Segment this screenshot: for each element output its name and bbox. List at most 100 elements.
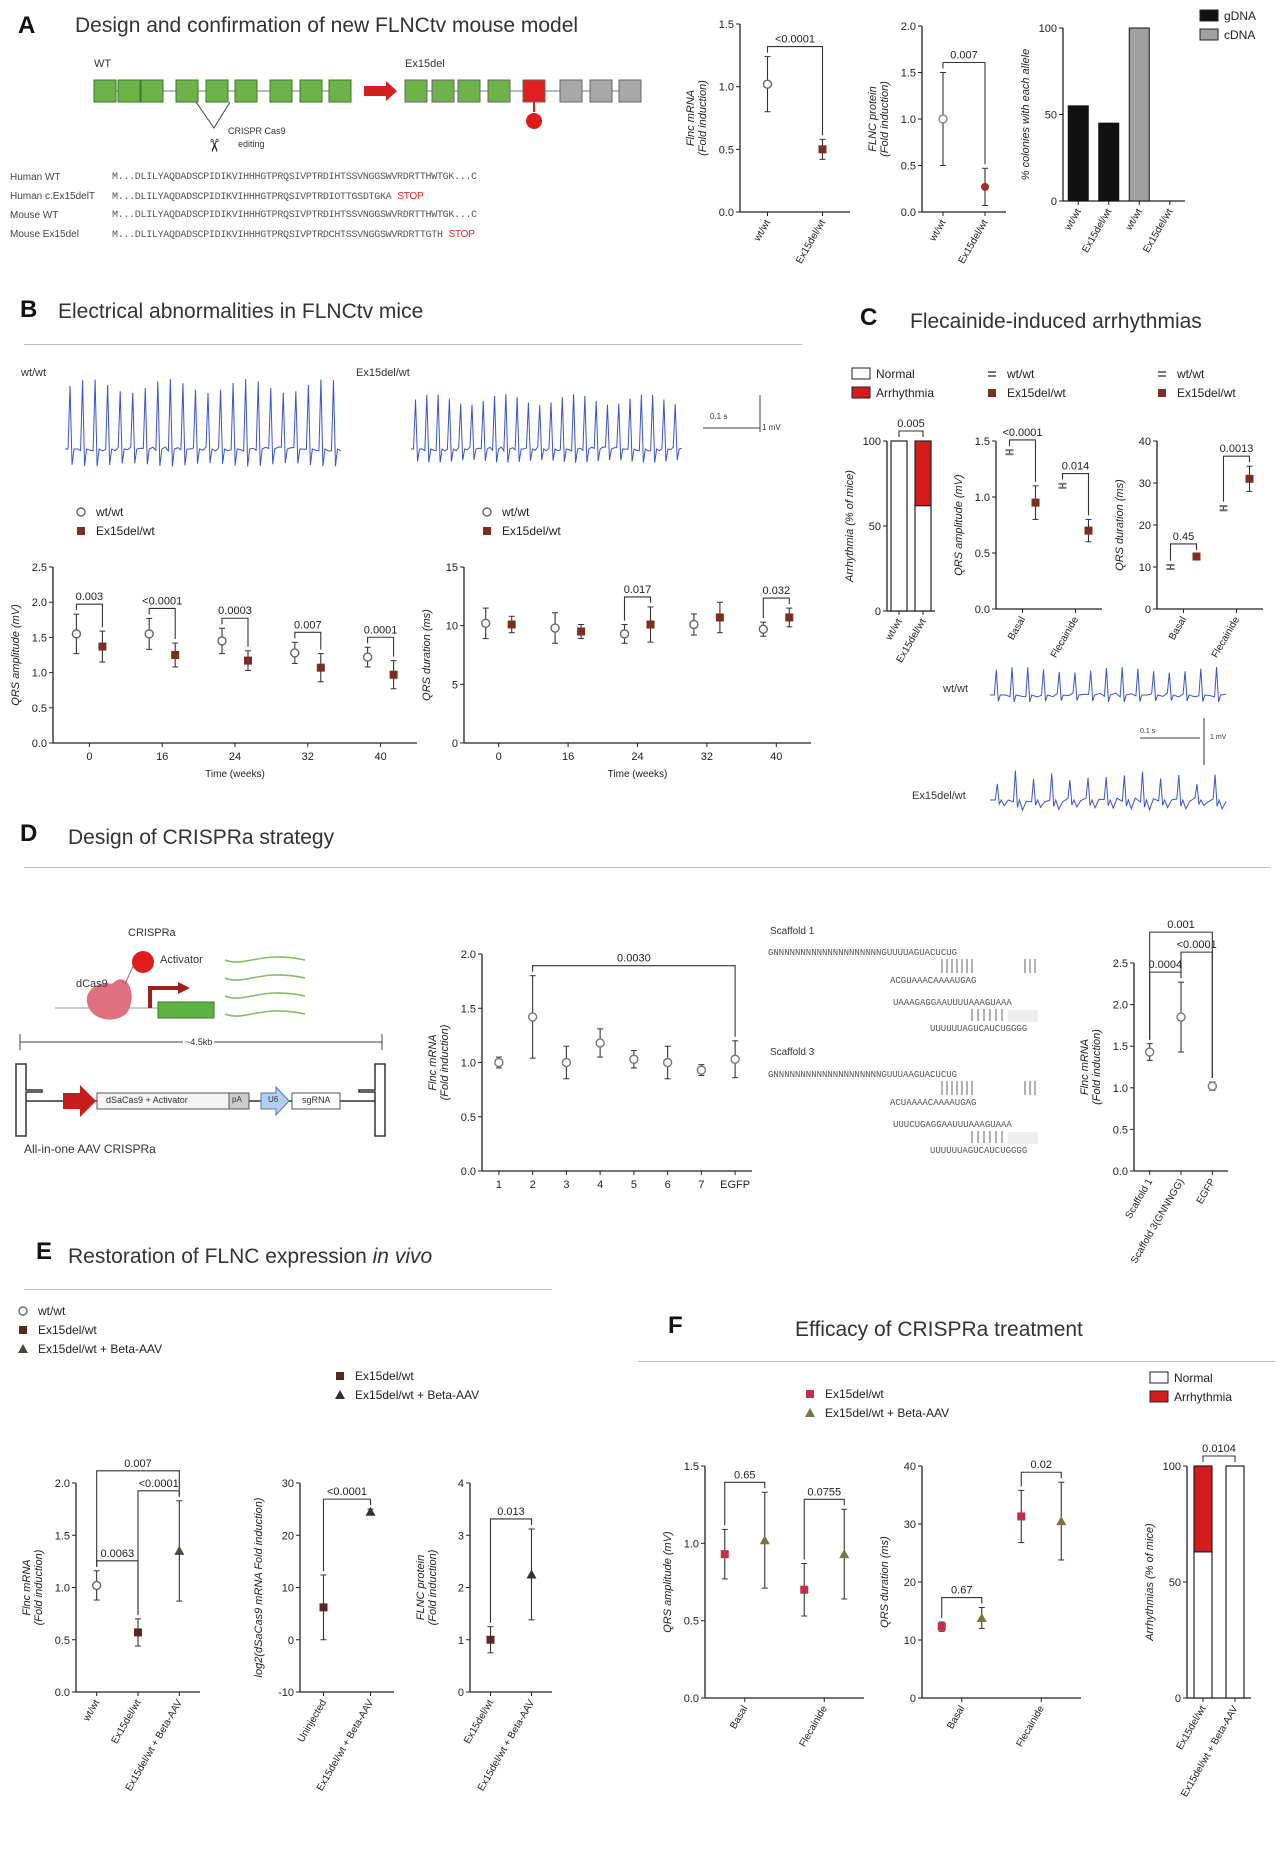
data-point: [1245, 474, 1254, 483]
x-tick-label: 16: [156, 751, 168, 763]
panel-title-e-text: Restoration of FLNC expression: [68, 1245, 373, 1268]
significance-bracket: [898, 430, 924, 437]
bar: [1128, 27, 1150, 202]
y-tick-label: 0.0: [901, 207, 916, 219]
x-tick-label: Flecainide: [1049, 615, 1082, 660]
divider-f: [638, 1361, 1275, 1362]
chart-f2: 0 10 20 30 40 QRS duration (ms) Basal Flecainid…: [879, 1459, 1081, 1749]
y-axis-label: Flnc mRNA: [685, 90, 697, 146]
p-value-label: 0.65: [734, 1469, 755, 1481]
x-tick-label: Ex15del/wt: [462, 1698, 496, 1746]
legend-label: Ex15del/wt + Beta-AAV: [355, 1388, 479, 1402]
p-value-label: 0.014: [1062, 461, 1090, 473]
y-tick-label: 0.5: [684, 1616, 699, 1628]
exon: [299, 79, 323, 103]
legend-label: Ex15del/wt: [1007, 386, 1066, 400]
trace-label-wt-c: wt/wt: [943, 683, 969, 695]
data-point: [482, 507, 492, 517]
sgrna-box: [291, 1092, 341, 1110]
significance-bracket: [1008, 439, 1037, 482]
significance-bracket: [762, 597, 790, 619]
y-axis-label: (Fold induction): [879, 81, 891, 157]
sequence-text: M...DLILYAQDADSCPIDIKVIHHHGTPRQSIVPTRDCH…: [112, 230, 443, 241]
significance-bracket: [96, 1470, 180, 1567]
p-value-label: <0.0001: [775, 34, 815, 46]
y-tick-label: 0.0: [461, 1166, 476, 1178]
y-tick-label: 2.0: [901, 21, 916, 33]
p-value-label: <0.0001: [142, 595, 182, 607]
legend-label: Ex15del/wt: [502, 524, 561, 538]
scaffold-seq-tail: UUUUUUAGUCAUCUGGGG: [930, 1146, 1027, 1156]
data-point: [18, 1306, 28, 1316]
chart-e1: 0.0 0.5 1.0 1.5 2.0 Flnc mRNA (Fold induction)…: [18, 1304, 200, 1793]
p-value-label: 0.02: [1031, 1459, 1052, 1471]
ecg-trace-del-c: [990, 770, 1227, 812]
x-tick-label: 7: [698, 1179, 704, 1191]
p-value-label: 0.45: [1173, 531, 1194, 543]
activator-icon: [132, 951, 154, 973]
p-value-label: 0.0001: [364, 624, 398, 636]
data-point: [938, 114, 948, 124]
data-point: [217, 636, 227, 646]
y-tick-label: 50: [1045, 110, 1057, 122]
legend-swatch: [1149, 1371, 1169, 1384]
gene-diagram: ✂: [93, 79, 642, 153]
exon: [234, 79, 258, 103]
significance-bracket: [623, 596, 652, 621]
mrna-wave: [224, 974, 306, 981]
y-tick-label: 20: [1139, 520, 1151, 532]
p-value-label: 0.0104: [1202, 1443, 1236, 1455]
legend-label: wt/wt: [1006, 367, 1035, 381]
data-point: [1031, 498, 1040, 507]
y-tick-label: 20: [904, 1577, 916, 1589]
y-tick-label: 0: [875, 606, 881, 618]
significance-bracket: [489, 1518, 533, 1623]
y-tick-label: 0.0: [975, 604, 990, 616]
chart-a2: 0.0 0.5 1.0 1.5 2.0 FLNC protein (Fold inducti…: [867, 21, 1006, 266]
y-tick-label: 30: [282, 1478, 294, 1490]
y-tick-label: 0.5: [975, 548, 990, 560]
p-value-label: 0.0755: [807, 1486, 841, 1498]
x-tick-label: Basal: [728, 1704, 750, 1731]
y-axis-label: FLNC protein: [867, 86, 879, 151]
data-point: [696, 1065, 707, 1075]
significance-bracket: [1020, 1471, 1062, 1487]
promoter-icon: [63, 1085, 96, 1117]
x-tick-label: 32: [701, 751, 713, 763]
legend-label: Arrhythmia: [876, 386, 934, 400]
exon: [404, 79, 428, 103]
x-tick-label: Flecainide: [1015, 1704, 1048, 1749]
x-tick-label: Ex15del/wt: [1080, 207, 1114, 255]
y-tick-label: 15: [446, 562, 458, 574]
x-tick-label: 2: [530, 1179, 536, 1191]
trace-label-del: Ex15del/wt: [356, 367, 410, 379]
exon: [457, 79, 481, 103]
data-point: [1056, 1516, 1067, 1526]
p-value-label: 0.0063: [101, 1548, 135, 1560]
data-point: [316, 663, 325, 672]
dcas9-icon: [86, 979, 132, 1020]
y-tick-label: 1: [458, 1635, 464, 1647]
p-value-label: 0.013: [497, 1506, 525, 1518]
p-value-label: 0.0004: [1149, 959, 1183, 971]
trace-label-del-c: Ex15del/wt: [912, 790, 966, 802]
y-tick-label: 0: [1051, 196, 1057, 208]
chart-d2: 0.0 0.5 1.0 1.5 2.0 2.5 Flnc mRNA (Fold inducti…: [1079, 919, 1228, 1266]
aav-caption: All-in-one AAV CRISPRa: [24, 1142, 156, 1156]
y-tick-label: 0.5: [461, 1112, 476, 1124]
mrna-wave: [224, 956, 306, 963]
x-tick-label: 0: [496, 751, 502, 763]
chart-e3: 0 1 2 3 4 FLNC protein (Fold induction) Ex15del…: [415, 1478, 552, 1793]
ecg-trace-wt: [65, 379, 342, 467]
legend-label: Ex15del/wt + Beta-AAV: [825, 1406, 949, 1420]
significance-bracket: [221, 617, 249, 647]
y-tick-label: 3: [458, 1530, 464, 1542]
sequence-name: Human WT: [10, 172, 61, 183]
scaffold-1-label: Scaffold 1: [770, 926, 815, 937]
data-point: [336, 1372, 344, 1380]
x-tick-label: 24: [631, 751, 643, 763]
exon: [269, 79, 293, 103]
p-value-label: 0.003: [76, 591, 104, 603]
cassette-label: dSaCas9 + Activator: [106, 1095, 188, 1105]
